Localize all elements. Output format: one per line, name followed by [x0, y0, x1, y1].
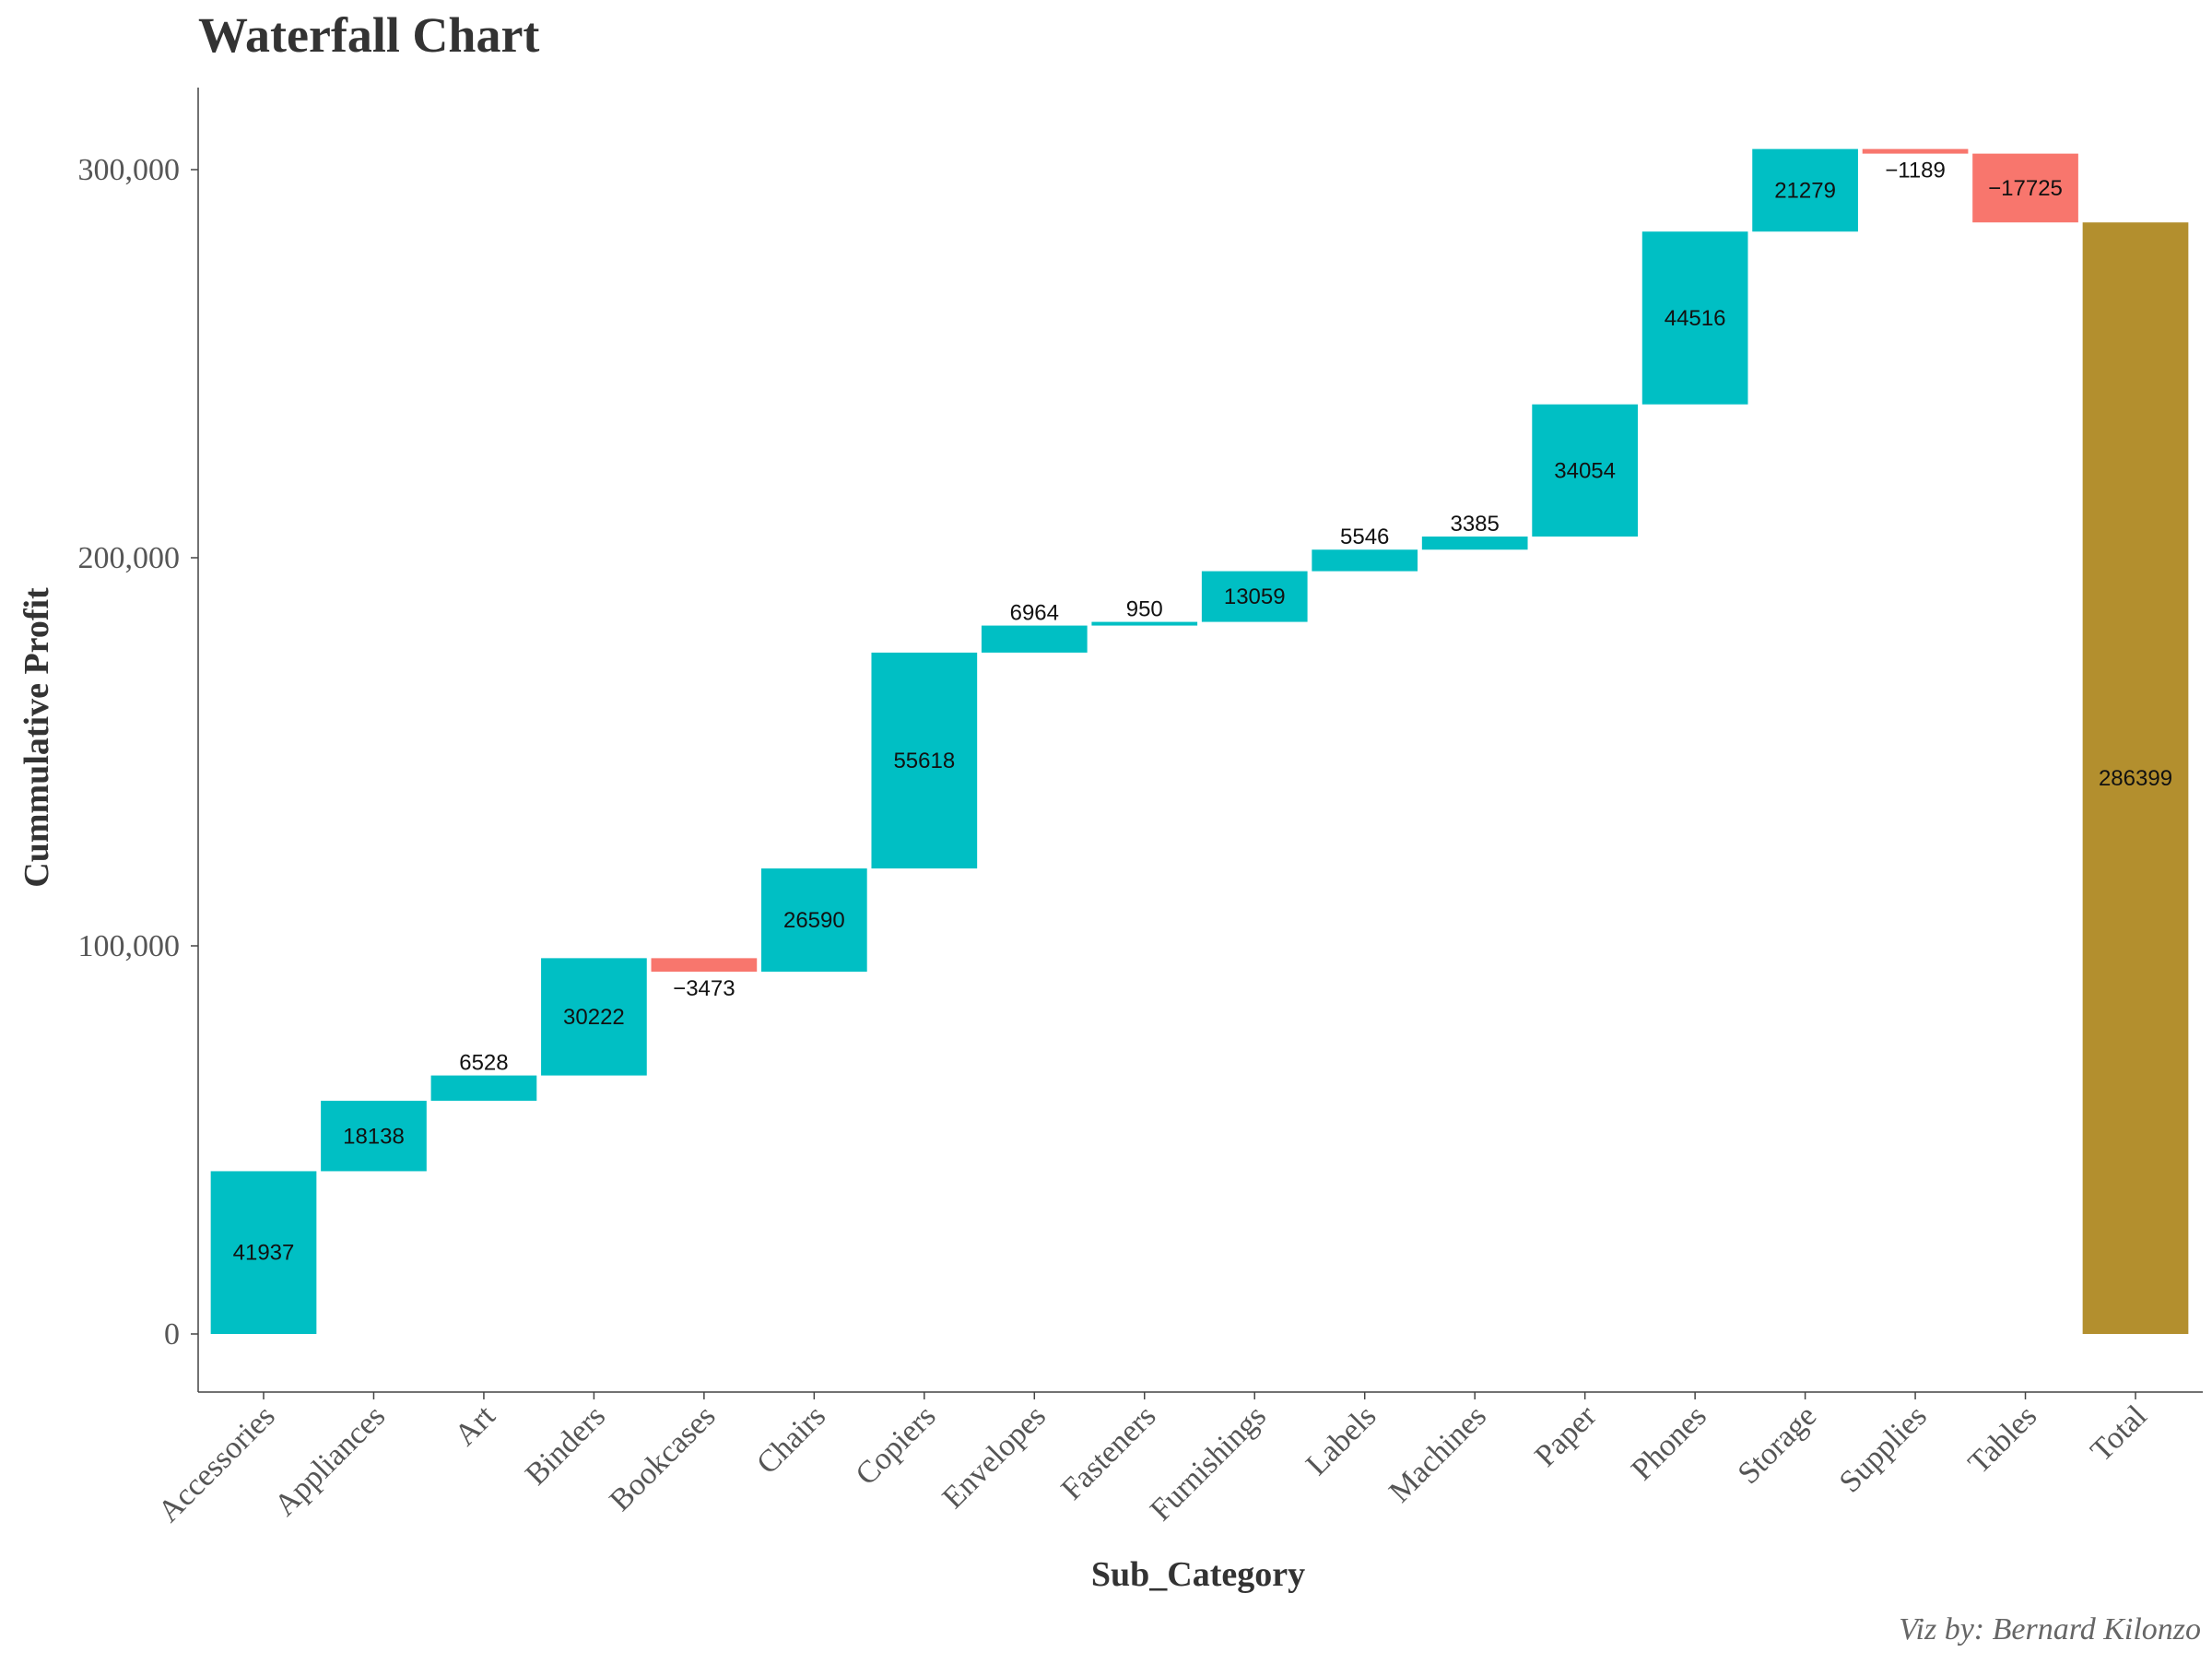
data-label: 34054: [1554, 458, 1616, 483]
bar-total: [2082, 222, 2189, 1334]
bar-phones: [1641, 231, 1748, 405]
caption-credit: Viz by: Bernard Kilonzo: [1899, 1612, 2201, 1646]
x-tick-label: Supplies: [1833, 1398, 1934, 1499]
bar-bookcases: [651, 958, 758, 972]
x-tick-label: Fasteners: [1054, 1398, 1162, 1506]
bar-paper: [1532, 404, 1638, 537]
x-tick-label: Phones: [1625, 1398, 1713, 1487]
data-label: 286399: [2099, 766, 2172, 791]
data-label: −17725: [1988, 176, 2063, 201]
bar-accessories: [210, 1171, 317, 1334]
data-label: 21279: [1774, 178, 1836, 203]
bar-envelopes: [981, 625, 1088, 653]
x-tick-label: Machines: [1382, 1398, 1493, 1509]
y-tick-label: 0: [164, 1317, 180, 1351]
data-label: −3473: [673, 976, 735, 1001]
x-tick-label: Storage: [1732, 1398, 1824, 1491]
bar-machines: [1421, 536, 1528, 550]
x-tick-label: Labels: [1300, 1398, 1382, 1481]
data-labels-layer: 41937 18138 6528 30222 −3473 26590 55618 6964 95…: [233, 159, 2172, 1266]
data-label: 13059: [1224, 584, 1286, 609]
chart-title: Waterfall Chart: [198, 7, 539, 63]
data-label: 26590: [783, 908, 845, 933]
data-label: 18138: [343, 1124, 405, 1149]
bar-binders: [541, 958, 647, 1076]
data-label: 5546: [1340, 525, 1389, 549]
bar-art: [430, 1075, 537, 1102]
data-label: 6964: [1010, 601, 1059, 626]
bar-copiers: [871, 652, 978, 869]
x-tick-label: Bookcases: [604, 1398, 723, 1517]
data-label: 44516: [1665, 306, 1726, 331]
x-tick-label: Envelopes: [936, 1398, 1053, 1515]
bar-supplies: [1862, 148, 1969, 154]
data-label: 3385: [1450, 512, 1499, 537]
x-tick-label: Binders: [519, 1398, 612, 1492]
bar-labels: [1312, 549, 1418, 572]
bar-fasteners: [1091, 621, 1198, 626]
x-tick-label: Tables: [1962, 1398, 2044, 1481]
x-tick-label: Copiers: [850, 1398, 943, 1492]
y-axis-title: Cummulative Profit: [18, 587, 56, 888]
axes-layer: [197, 88, 2203, 1393]
bar-storage: [1752, 148, 1858, 232]
data-label: 41937: [233, 1241, 295, 1266]
bar-chairs: [761, 868, 867, 972]
data-label: 6528: [459, 1051, 508, 1076]
y-tick-label: 100,000: [78, 929, 181, 963]
data-label: 950: [1126, 597, 1163, 622]
y-ticks-layer: 0 100,000 200,000 300,000: [78, 153, 198, 1351]
bar-furnishings: [1201, 571, 1308, 622]
y-tick-label: 200,000: [78, 541, 181, 575]
x-axis-title: Sub_Category: [1091, 1555, 1305, 1594]
bar-tables: [1972, 153, 2078, 223]
bar-appliances: [321, 1101, 427, 1172]
x-tick-label: Furnishings: [1144, 1398, 1273, 1528]
x-tick-label: Chairs: [750, 1398, 832, 1481]
y-tick-label: 300,000: [78, 153, 181, 187]
x-tick-label: Total: [2084, 1398, 2153, 1468]
x-tick-label: Appliances: [268, 1398, 392, 1522]
x-tick-label: Accessories: [152, 1398, 282, 1528]
bars-layer: [210, 148, 2189, 1334]
data-label: −1189: [1885, 159, 1946, 183]
x-tick-label: Art: [448, 1398, 502, 1453]
data-label: 55618: [893, 749, 955, 773]
x-tick-label: Paper: [1528, 1398, 1603, 1473]
data-label: 30222: [563, 1005, 625, 1030]
